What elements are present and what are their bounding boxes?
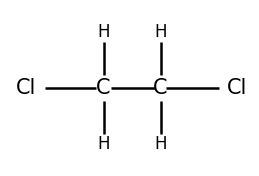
Text: C: C [96,78,111,98]
Text: H: H [154,23,167,41]
Text: H: H [97,135,110,153]
Text: H: H [154,135,167,153]
Text: Cl: Cl [16,78,36,98]
Text: C: C [153,78,168,98]
Text: H: H [97,23,110,41]
Text: Cl: Cl [227,78,247,98]
